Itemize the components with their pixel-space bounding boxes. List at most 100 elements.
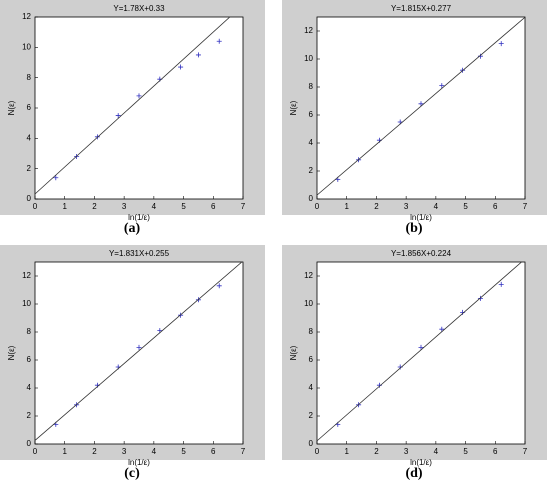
- y-tick-label: 4: [27, 133, 32, 142]
- y-tick-label: 6: [309, 110, 314, 119]
- data-point: [136, 344, 142, 350]
- y-tick-label: 12: [22, 271, 31, 280]
- x-tick-label: 6: [493, 447, 498, 456]
- data-point: [178, 64, 184, 70]
- fit-line: [35, 262, 243, 441]
- y-tick-label: 8: [309, 327, 314, 336]
- x-axis-label: ln(1/ε): [410, 213, 432, 222]
- x-tick-label: 1: [344, 447, 349, 456]
- x-tick-label: 7: [241, 202, 246, 211]
- data-point: [115, 113, 121, 119]
- x-tick-label: 2: [92, 447, 97, 456]
- x-tick-label: 3: [404, 202, 409, 211]
- y-tick-label: 0: [27, 439, 32, 448]
- x-tick-label: 1: [344, 202, 349, 211]
- x-tick-label: 5: [181, 202, 186, 211]
- caption: (b): [405, 221, 422, 236]
- x-tick-label: 1: [62, 447, 67, 456]
- x-axis-label: ln(1/ε): [128, 213, 150, 222]
- fit-line: [35, 17, 231, 195]
- x-tick-label: 2: [374, 447, 379, 456]
- data-point: [53, 175, 59, 181]
- y-axis-label: N(ε): [7, 100, 16, 115]
- data-point: [418, 101, 424, 107]
- y-tick-label: 8: [309, 82, 314, 91]
- y-tick-label: 10: [22, 42, 31, 51]
- y-tick-label: 6: [309, 355, 314, 364]
- y-axis-label: N(ε): [7, 345, 16, 360]
- caption: (a): [124, 221, 141, 236]
- y-tick-label: 0: [309, 439, 314, 448]
- x-tick-label: 0: [33, 202, 38, 211]
- y-tick-label: 10: [304, 54, 313, 63]
- fit-line: [317, 262, 523, 442]
- x-tick-label: 6: [211, 447, 216, 456]
- data-point: [216, 38, 222, 44]
- data-point: [195, 52, 201, 58]
- x-axis-label: ln(1/ε): [410, 458, 432, 467]
- plot-layer: [35, 17, 231, 195]
- x-tick-label: 7: [523, 447, 528, 456]
- data-point: [418, 344, 424, 350]
- y-tick-label: 4: [27, 383, 32, 392]
- y-tick-label: 6: [27, 103, 32, 112]
- x-tick-label: 0: [315, 447, 320, 456]
- x-tick-label: 3: [122, 202, 127, 211]
- x-tick-label: 7: [523, 202, 528, 211]
- data-point: [439, 326, 445, 332]
- data-point: [498, 41, 504, 47]
- y-tick-label: 8: [27, 73, 32, 82]
- x-tick-label: 4: [152, 447, 157, 456]
- x-tick-label: 4: [434, 447, 439, 456]
- x-tick-label: 6: [493, 202, 498, 211]
- y-tick-label: 12: [22, 12, 31, 21]
- y-tick-label: 8: [27, 327, 32, 336]
- y-tick-label: 2: [309, 411, 314, 420]
- y-tick-label: 12: [304, 271, 313, 280]
- plot-layer: [35, 262, 243, 441]
- x-tick-label: 3: [122, 447, 127, 456]
- y-tick-label: 4: [309, 138, 314, 147]
- x-axis-label: ln(1/ε): [128, 458, 150, 467]
- y-tick-label: 2: [27, 411, 32, 420]
- plot-area: [34, 16, 244, 200]
- x-tick-label: 2: [374, 202, 379, 211]
- x-tick-label: 0: [33, 447, 38, 456]
- x-tick-label: 4: [152, 202, 157, 211]
- x-tick-label: 1: [62, 202, 67, 211]
- x-tick-label: 7: [241, 447, 246, 456]
- fit-line: [317, 17, 525, 196]
- data-point: [136, 93, 142, 99]
- chart-title: Y=1.78X+0.33: [113, 4, 165, 13]
- y-tick-label: 4: [309, 383, 314, 392]
- y-tick-label: 2: [27, 164, 32, 173]
- plot-layer: [317, 262, 523, 442]
- data-point: [216, 283, 222, 289]
- plot-area: [316, 261, 526, 445]
- chart-title: Y=1.815X+0.277: [391, 4, 452, 13]
- x-tick-label: 3: [404, 447, 409, 456]
- caption: (d): [405, 466, 422, 481]
- x-tick-label: 6: [211, 202, 216, 211]
- x-tick-label: 0: [315, 202, 320, 211]
- y-tick-label: 10: [304, 299, 313, 308]
- x-tick-label: 5: [181, 447, 186, 456]
- x-tick-label: 2: [92, 202, 97, 211]
- data-point: [439, 83, 445, 89]
- chart-title: Y=1.856X+0.224: [391, 249, 452, 258]
- data-point: [477, 53, 483, 59]
- y-tick-label: 0: [27, 194, 32, 203]
- y-axis-label: N(ε): [289, 100, 298, 115]
- chart-title: Y=1.831X+0.255: [109, 249, 170, 258]
- data-point: [498, 281, 504, 287]
- y-tick-label: 2: [309, 166, 314, 175]
- caption: (c): [124, 466, 140, 481]
- y-tick-label: 10: [22, 299, 31, 308]
- x-tick-label: 5: [463, 447, 468, 456]
- y-tick-label: 6: [27, 355, 32, 364]
